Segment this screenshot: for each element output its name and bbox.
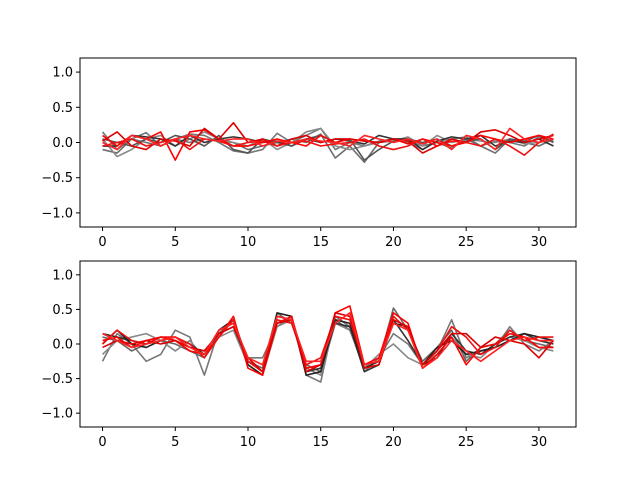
top-x-tick-label: 15 (312, 235, 329, 250)
top-y-tick-label: 0.5 (52, 101, 73, 116)
bottom-y-tick-label: −0.5 (41, 372, 73, 387)
top-x-tick-label: 5 (171, 235, 179, 250)
top-y-tick-label: −1.0 (41, 206, 73, 221)
bottom-series-line-8 (102, 312, 555, 373)
bottom-series-line-9 (102, 312, 554, 370)
top-y-tick-label: 1.0 (52, 66, 73, 81)
top-series-line-9 (102, 127, 554, 151)
top-x-tick-label: 10 (240, 235, 257, 250)
bottom-x-tick-label: 0 (98, 435, 106, 450)
top-x-tick-label: 20 (385, 235, 402, 250)
bottom-series-group (101, 305, 555, 383)
bottom-series-line-3 (101, 318, 554, 376)
bottom-y-tick-label: −1.0 (41, 407, 73, 422)
top-series-line-7 (102, 121, 554, 154)
bottom-x-tick-label: 10 (240, 435, 257, 450)
bottom-x-tick-label: 5 (171, 435, 179, 450)
bottom-y-tick-label: 1.0 (52, 268, 73, 283)
bottom-y-tick-label: 0.5 (52, 303, 73, 318)
top-series-line-8 (102, 133, 554, 156)
top-x-tick-label: 0 (98, 235, 106, 250)
bottom-x-tick-label: 15 (312, 435, 329, 450)
top-subplot: 0 5 10 15 20 25 30 −1.0 −0.5 0.0 0.5 1.0 (41, 57, 577, 250)
top-series-line-6 (102, 129, 554, 161)
bottom-subplot: 0 5 10 15 20 25 30 −1.0 −0.5 0.0 0.5 1.0 (41, 260, 577, 450)
bottom-y-tick-label: 0.0 (52, 338, 73, 353)
top-x-tick-label: 30 (531, 235, 548, 250)
top-y-tick-label: −0.5 (41, 171, 73, 186)
top-series-group (101, 121, 554, 164)
top-y-tick-label: 0.0 (52, 136, 73, 151)
bottom-x-tick-label: 20 (385, 435, 402, 450)
bottom-x-tick-label: 25 (458, 435, 475, 450)
top-x-tick-label: 25 (458, 235, 475, 250)
bottom-x-tick-label: 30 (531, 435, 548, 450)
